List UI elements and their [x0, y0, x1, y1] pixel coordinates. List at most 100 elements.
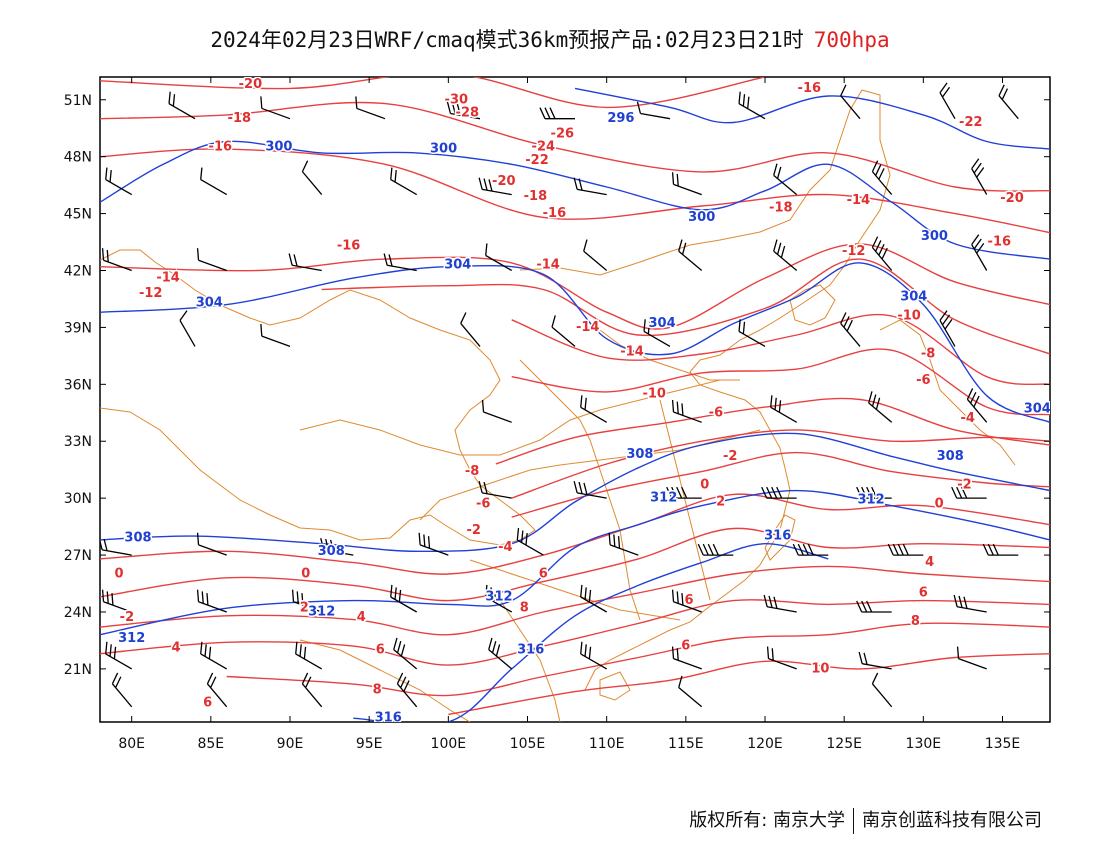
height-label: 300 [265, 140, 292, 155]
temperature-label: -30 [445, 92, 469, 107]
height-labels: 296 300 300 300 300 304 304 304 304 304 308 308 308 3… [117, 110, 1050, 722]
wind-barb [200, 641, 228, 670]
barb-staff [773, 174, 798, 196]
barb-staff [301, 171, 323, 196]
national-boundary [519, 89, 891, 331]
wind-barb [260, 96, 291, 120]
barb-flag [196, 589, 200, 602]
barb-flag [573, 177, 578, 190]
barb-flag [766, 646, 770, 659]
temperature-label: -14 [536, 257, 560, 272]
barb-flag [676, 173, 679, 187]
barb-flag [301, 160, 309, 172]
wind-barb [998, 84, 1019, 120]
temperature-label: 6 [539, 567, 548, 582]
barb-flag [525, 533, 528, 546]
temperature-label: -8 [465, 464, 479, 479]
barb-staff [640, 112, 671, 120]
barb-flag [208, 646, 212, 659]
barb-flag [390, 167, 393, 180]
temperature-contour [100, 148, 1050, 234]
barb-flag [976, 167, 985, 178]
barb-flag [676, 648, 679, 661]
height-contour [100, 489, 1050, 636]
barb-flag [460, 312, 467, 324]
barb-staff [103, 601, 132, 613]
barb-flag [676, 486, 683, 499]
temperature-label: 10 [811, 661, 829, 676]
wind-barb [478, 481, 512, 499]
barb-flag [878, 243, 885, 256]
height-label: 308 [937, 449, 964, 464]
wind-barb [573, 481, 607, 499]
barb-flag [210, 676, 217, 688]
height-label: 300 [688, 210, 715, 225]
barb-flag [103, 538, 108, 551]
height-label: 312 [650, 491, 677, 506]
barb-flag [483, 178, 488, 191]
temperature-contours [100, 77, 1050, 716]
barb-flag [456, 103, 461, 116]
barb-flag [588, 589, 592, 603]
barb-flag [206, 593, 209, 606]
barb-flag [939, 310, 948, 321]
wind-barb [643, 319, 671, 347]
temperature-contour [100, 565, 1050, 636]
temperature-label: 0 [700, 477, 709, 492]
barb-flag [539, 107, 546, 119]
barb-staff [678, 250, 703, 271]
wind-barb [101, 248, 132, 272]
wind-barb [196, 532, 227, 556]
barb-flag [871, 394, 877, 407]
wind-barb [196, 589, 227, 613]
temperature-label: -14 [156, 271, 180, 286]
height-label: 304 [900, 290, 927, 305]
barb-flag [747, 96, 750, 109]
barb-flag [115, 676, 122, 688]
barb-flag [866, 486, 873, 499]
barb-flag [871, 160, 879, 172]
wind-barb [516, 528, 544, 556]
temperature-label: -18 [228, 111, 252, 126]
barb-staff [998, 95, 1019, 120]
height-label: 316 [517, 642, 544, 657]
barb-flag [427, 536, 431, 549]
barb-flag [301, 672, 309, 685]
lon-tick-label: 100E [431, 736, 467, 752]
barb-flag [707, 543, 714, 556]
copyright-partner: 南京创蓝科技有限公司 [862, 810, 1042, 831]
wind-barb [583, 239, 608, 271]
barb-flag [485, 243, 488, 256]
temperature-label: -18 [524, 189, 548, 204]
wind-barb [580, 395, 608, 423]
lat-tick-label: 36N [64, 377, 92, 393]
wind-barb [939, 310, 956, 347]
wind-barb [868, 391, 893, 423]
temperature-contour [495, 397, 1050, 465]
barb-flag [549, 107, 556, 119]
wind-barb [856, 486, 892, 499]
barb-flag [643, 319, 646, 332]
barb-flag [355, 96, 358, 109]
barb-flag [774, 397, 777, 410]
barb-staff [673, 658, 702, 670]
barb-flag [676, 591, 679, 604]
barb-staff [261, 335, 291, 348]
barb-flag [260, 96, 263, 109]
barb-flag [478, 481, 483, 494]
barb-staff [102, 549, 132, 556]
barb-flag [260, 324, 263, 337]
barb-flag [712, 543, 719, 556]
wind-barb [460, 312, 481, 347]
barb-flag [771, 486, 778, 499]
height-label: 300 [921, 229, 948, 244]
barb-flag [738, 319, 741, 332]
barb-staff [871, 171, 893, 196]
wind-barb [678, 675, 703, 708]
lon-tick-label: 90E [277, 736, 304, 752]
barb-flag [681, 593, 684, 606]
wind-barb [773, 163, 798, 196]
wind-barb [390, 584, 418, 613]
map-axes: 80E 85E 90E 95E 100E 105E 110E 115E 120E 125E 130E… [64, 77, 1050, 752]
wind-barb [200, 167, 228, 196]
